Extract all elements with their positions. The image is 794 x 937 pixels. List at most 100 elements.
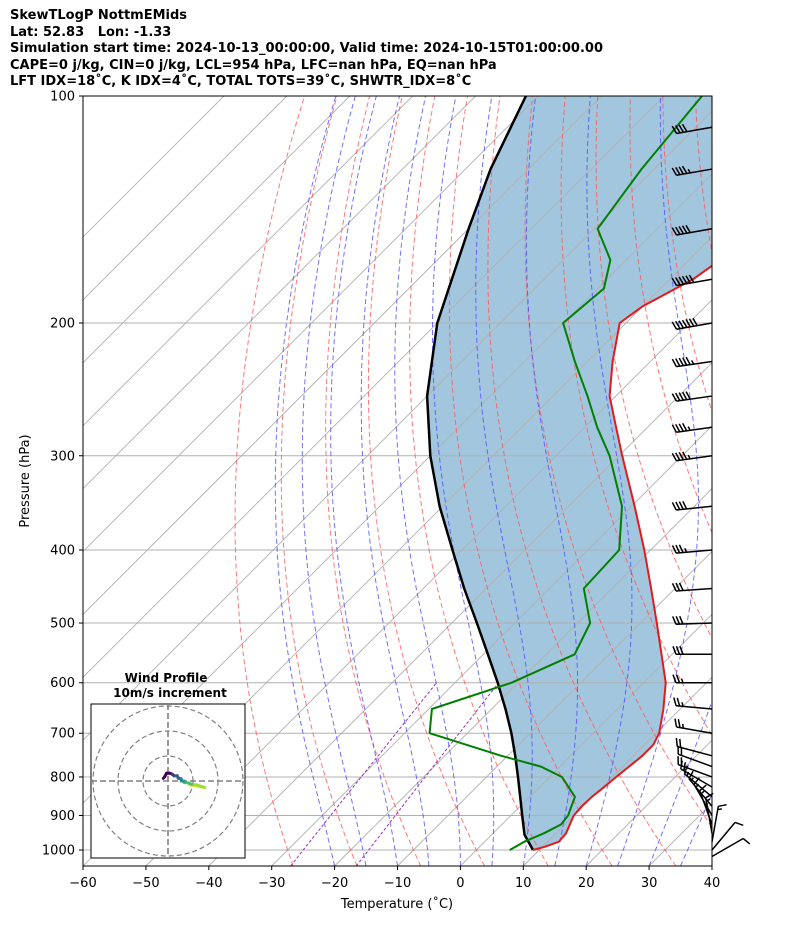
x-tick-label: 30: [641, 876, 658, 891]
wind-barb-flag: [678, 166, 685, 175]
wind-barb-flag: [675, 320, 681, 329]
wind-barb-flag: [683, 765, 689, 774]
wind-barb-shaft: [711, 837, 744, 858]
chart-title: SkewTLogP NottmEMids: [10, 8, 188, 23]
x-tick-label: 10: [515, 876, 532, 891]
wind-barb: [671, 165, 713, 177]
isotherm-line: [522, 676, 712, 866]
x-tick-label: 40: [704, 876, 721, 891]
wind-barb: [671, 123, 713, 135]
wind-barb-flag: [671, 452, 678, 462]
cape-line: CAPE=0 j/kg, CIN=0 j/kg, LCL=954 hPa, LF…: [10, 57, 497, 73]
wind-barb-flag: [671, 125, 678, 134]
x-tick-label: −50: [132, 876, 159, 891]
dewpoint-line: [428, 96, 703, 851]
isotherm-line: [83, 96, 602, 616]
y-tick-label: 1000: [42, 844, 75, 859]
y-tick-label: 400: [50, 543, 75, 558]
profiles: [425, 96, 712, 851]
wind-barb-half-flag: [680, 678, 684, 683]
isotherm-line: [83, 96, 288, 301]
isotherm-line: [83, 96, 539, 553]
x-tick-label: −20: [321, 876, 348, 891]
dry-adiabat-line: [595, 96, 712, 640]
wind-barb-flag: [671, 545, 677, 554]
wind-barb-shaft: [677, 753, 713, 768]
wind-barb-flag: [688, 318, 695, 327]
wind-barb: [671, 422, 713, 434]
wind-barb-shaft: [688, 778, 713, 807]
wind-barb-flag: [734, 821, 744, 827]
wind-barb-flag: [742, 837, 751, 845]
wind-barb-shaft: [711, 821, 736, 851]
x-tick-label: −30: [258, 876, 285, 891]
wind-barb-flag: [675, 616, 681, 625]
isotherm-line: [775, 96, 794, 866]
wind-barb-shaft: [676, 505, 713, 511]
dry-adiabat-line: [761, 96, 794, 866]
wind-barb-flag: [682, 500, 688, 510]
cape-cin-shading: [427, 96, 712, 850]
dry-adiabat-line: [728, 96, 794, 866]
wind-barb-half-flag: [681, 723, 685, 729]
wind-barb-flag: [679, 615, 684, 625]
wind-barb-flag: [675, 544, 681, 554]
wind-barb-flag: [672, 674, 677, 683]
wind-barb-flag: [681, 275, 688, 285]
isotherm-line: [83, 96, 476, 490]
wind-barb-flag: [675, 277, 681, 286]
isotherm-line: [83, 96, 225, 238]
wind-barb-flag: [685, 391, 691, 400]
x-tick-label: 0: [456, 876, 464, 891]
wind-barb-flag: [671, 358, 678, 367]
wind-barb-shaft: [711, 806, 720, 842]
wind-barb: [711, 821, 744, 851]
wind-barb: [671, 274, 713, 287]
dry-adiabat-line: [487, 96, 677, 866]
wind-barb-shaft: [676, 278, 713, 287]
wind-barb-shaft: [676, 228, 713, 236]
wind-barb-flag: [682, 391, 688, 400]
dry-adiabat-line: [524, 96, 712, 829]
cin-shading: [427, 96, 712, 850]
y-tick-label: 200: [50, 316, 75, 331]
wind-barb-shaft: [676, 455, 713, 462]
wind-barb-flag: [718, 803, 727, 808]
dry-adiabats: [234, 96, 794, 866]
wind-barb-flag: [681, 319, 688, 328]
wind-barb-flag: [675, 392, 681, 401]
x-tick-label: −40: [195, 876, 222, 891]
wind-barb-flag: [671, 167, 678, 176]
title-block: SkewTLogP NottmEMids Lat: 52.83 Lon: -1.…: [10, 8, 770, 91]
wind-barb-shaft: [677, 763, 713, 778]
time-line: Simulation start time: 2024-10-13_00:00:…: [10, 41, 603, 56]
wind-barb-shaft: [676, 549, 713, 554]
wind-profile-inset: Wind Profile 10m/s increment: [90, 671, 246, 859]
y-tick-label: 100: [50, 90, 75, 105]
wind-barb-flag: [671, 393, 678, 402]
location-line: Lat: 52.83 Lon: -1.33: [10, 24, 172, 40]
x-axis: −60 −50 −40 −30 −20 −10 0 10 20 30 40: [69, 866, 720, 891]
y-axis: 1000 900 800 700 600 500 400 300 200 100: [42, 90, 83, 859]
moist-adiabat-line: [301, 96, 367, 866]
y-axis-label: Pressure (hPa): [18, 434, 33, 527]
isotherm-line: [460, 613, 712, 866]
wind-barb-flag: [671, 502, 677, 511]
wind-barb-flag: [671, 321, 678, 330]
mixing-ratio-lines: [290, 682, 499, 866]
wind-barb-shaft: [676, 726, 713, 734]
wind-barb: [671, 317, 713, 330]
wind-barb-flag: [679, 738, 682, 748]
isotherm-line: [83, 110, 712, 741]
wind-barb-flag: [681, 165, 688, 174]
wind-barb: [672, 646, 713, 656]
wind-barb-shaft: [683, 773, 713, 798]
wind-barb-flag: [682, 422, 688, 432]
moist-adiabat-line: [617, 96, 699, 866]
x-tick-label: −60: [69, 876, 96, 891]
wind-barb-flag: [675, 226, 681, 235]
wind-barb-flag: [685, 275, 691, 284]
moist-adiabats: [274, 96, 712, 866]
wind-barb-flag: [685, 356, 691, 365]
wind-barb-flag: [679, 646, 684, 655]
